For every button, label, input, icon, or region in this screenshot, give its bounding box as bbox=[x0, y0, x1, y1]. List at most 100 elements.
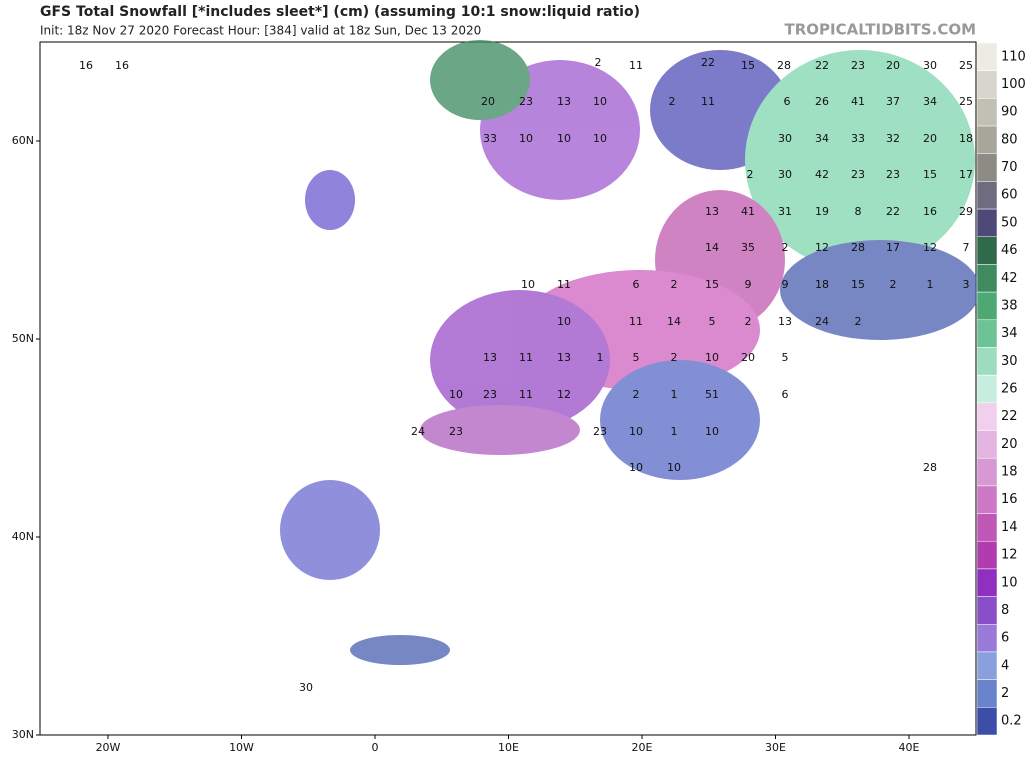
lon-label: 10E bbox=[498, 741, 519, 754]
colorbar-swatch bbox=[976, 153, 998, 182]
lat-label: 50N bbox=[12, 332, 34, 345]
colorbar-label: 16 bbox=[1001, 492, 1018, 507]
colorbar-label: 14 bbox=[1001, 520, 1018, 535]
colorbar-swatch bbox=[976, 125, 998, 154]
map-value-label: 10 bbox=[667, 461, 681, 474]
map-value-label: 2 bbox=[747, 168, 754, 181]
blob bbox=[305, 170, 355, 230]
map-value-label: 3 bbox=[963, 278, 970, 291]
snow-blobs bbox=[280, 40, 980, 665]
colorbar-label: 22 bbox=[1001, 409, 1018, 424]
map-value-label: 23 bbox=[483, 388, 497, 401]
map-value-label: 10 bbox=[593, 132, 607, 145]
map-value-label: 51 bbox=[705, 388, 719, 401]
blob bbox=[430, 40, 530, 120]
map-value-label: 6 bbox=[782, 388, 789, 401]
colorbar-label: 80 bbox=[1001, 132, 1018, 147]
map-value-label: 6 bbox=[633, 278, 640, 291]
colorbar-label: 0.2 bbox=[1001, 714, 1022, 729]
colorbar-label: 26 bbox=[1001, 382, 1018, 397]
colorbar-label: 90 bbox=[1001, 105, 1018, 120]
map-value-label: 2 bbox=[671, 351, 678, 364]
map-value-label: 23 bbox=[519, 95, 533, 108]
colorbar-swatch bbox=[976, 540, 998, 570]
map-value-label: 10 bbox=[629, 461, 643, 474]
map-value-label: 22 bbox=[886, 205, 900, 218]
colorbar-label: 70 bbox=[1001, 160, 1018, 175]
map-value-label: 10 bbox=[449, 388, 463, 401]
colorbar-swatch bbox=[976, 374, 998, 404]
map-value-label: 25 bbox=[959, 59, 973, 72]
map-value-label: 28 bbox=[923, 461, 937, 474]
map-value-label: 5 bbox=[709, 315, 716, 328]
map-value-label: 22 bbox=[815, 59, 829, 72]
map-value-label: 16 bbox=[923, 205, 937, 218]
map-value-label: 24 bbox=[815, 315, 829, 328]
colorbar-label: 50 bbox=[1001, 215, 1018, 230]
map-value-label: 15 bbox=[923, 168, 937, 181]
colorbar-swatch bbox=[976, 181, 998, 210]
site-name: TROPICALTIDBITS.COM bbox=[785, 21, 977, 39]
map-value-label: 33 bbox=[851, 132, 865, 145]
map-value-label: 30 bbox=[778, 132, 792, 145]
map-value-label: 2 bbox=[745, 315, 752, 328]
map-value-label: 2 bbox=[890, 278, 897, 291]
colorbar-label: 6 bbox=[1001, 631, 1009, 646]
map-area bbox=[39, 40, 980, 736]
blob bbox=[420, 405, 580, 455]
map-value-label: 11 bbox=[629, 59, 643, 72]
colorbar-label: 30 bbox=[1001, 354, 1018, 369]
map-value-label: 14 bbox=[667, 315, 681, 328]
map-value-label: 42 bbox=[815, 168, 829, 181]
colorbar-swatch bbox=[976, 264, 998, 293]
colorbar-swatch bbox=[976, 319, 998, 348]
colorbar-label: 60 bbox=[1001, 188, 1018, 203]
map-value-label: 9 bbox=[782, 278, 789, 291]
map-value-label: 20 bbox=[481, 95, 495, 108]
map-value-label: 11 bbox=[701, 95, 715, 108]
map-value-label: 20 bbox=[886, 59, 900, 72]
colorbar-swatch bbox=[976, 70, 998, 99]
lat-label: 60N bbox=[12, 134, 34, 147]
map-value-label: 13 bbox=[705, 205, 719, 218]
blob bbox=[350, 635, 450, 665]
map-value-label: 15 bbox=[741, 59, 755, 72]
map-value-label: 12 bbox=[923, 241, 937, 254]
colorbar-swatch bbox=[976, 568, 998, 597]
map-value-label: 10 bbox=[705, 351, 719, 364]
map-value-label: 2 bbox=[633, 388, 640, 401]
map-value-label: 11 bbox=[519, 388, 533, 401]
map-value-label: 20 bbox=[923, 132, 937, 145]
map-value-label: 15 bbox=[851, 278, 865, 291]
lon-label: 30E bbox=[765, 741, 786, 754]
map-value-label: 15 bbox=[705, 278, 719, 291]
map-value-label: 14 bbox=[705, 241, 719, 254]
map-value-label: 20 bbox=[741, 351, 755, 364]
map-value-label: 25 bbox=[959, 95, 973, 108]
map-value-label: 23 bbox=[851, 59, 865, 72]
lon-label: 40E bbox=[899, 741, 920, 754]
map-value-label: 35 bbox=[741, 241, 755, 254]
map-value-label: 13 bbox=[778, 315, 792, 328]
map-value-label: 13 bbox=[557, 95, 571, 108]
map-value-label: 1 bbox=[597, 351, 604, 364]
map-value-label: 12 bbox=[557, 388, 571, 401]
colorbar-swatch bbox=[976, 624, 998, 653]
colorbar-swatch bbox=[976, 679, 998, 708]
map-value-label: 19 bbox=[815, 205, 829, 218]
colorbar-swatch bbox=[976, 707, 998, 736]
map-value-label: 2 bbox=[855, 315, 862, 328]
map-value-label: 1 bbox=[927, 278, 934, 291]
map-value-label: 2 bbox=[671, 278, 678, 291]
map-value-label: 2 bbox=[782, 241, 789, 254]
lon-label: 0 bbox=[372, 741, 379, 754]
map-value-label: 5 bbox=[633, 351, 640, 364]
colorbar-label: 10 bbox=[1001, 575, 1018, 590]
map-value-label: 11 bbox=[629, 315, 643, 328]
map-value-label: 24 bbox=[411, 425, 425, 438]
title: GFS Total Snowfall [*includes sleet*] (c… bbox=[40, 4, 640, 20]
map-value-label: 17 bbox=[886, 241, 900, 254]
map-value-label: 32 bbox=[886, 132, 900, 145]
subtitle: Init: 18z Nov 27 2020 Forecast Hour: [38… bbox=[40, 24, 481, 38]
